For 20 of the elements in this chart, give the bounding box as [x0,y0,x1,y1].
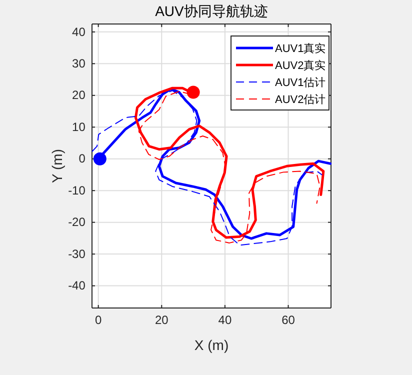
chart-title: AUV协同导航轨迹 [155,3,268,19]
x-tick-label: 0 [94,313,102,328]
y-tick-label: -40 [68,278,86,293]
legend-label: AUV2估计 [275,93,326,106]
x-tick-label: 40 [218,313,232,328]
y-tick-label: 20 [72,88,86,102]
x-axis-title: X (m) [194,337,229,353]
y-axis-title: Y (m) [49,149,65,183]
y-tick-label: 30 [72,56,86,71]
y-tick-label: 10 [72,120,86,134]
y-tick-label: 0 [78,152,86,166]
x-tick-label: 20 [154,313,169,328]
x-tick-label: 60 [282,313,296,328]
y-tick-label: -20 [68,215,86,230]
legend-label: AUV1估计 [275,76,326,89]
y-tick-label: -10 [68,183,86,198]
y-tick-label: -30 [68,246,86,261]
y-tick-label: 40 [72,24,86,39]
legend-label: AUV2真实 [275,59,326,72]
legend-label: AUV1真实 [275,42,326,55]
